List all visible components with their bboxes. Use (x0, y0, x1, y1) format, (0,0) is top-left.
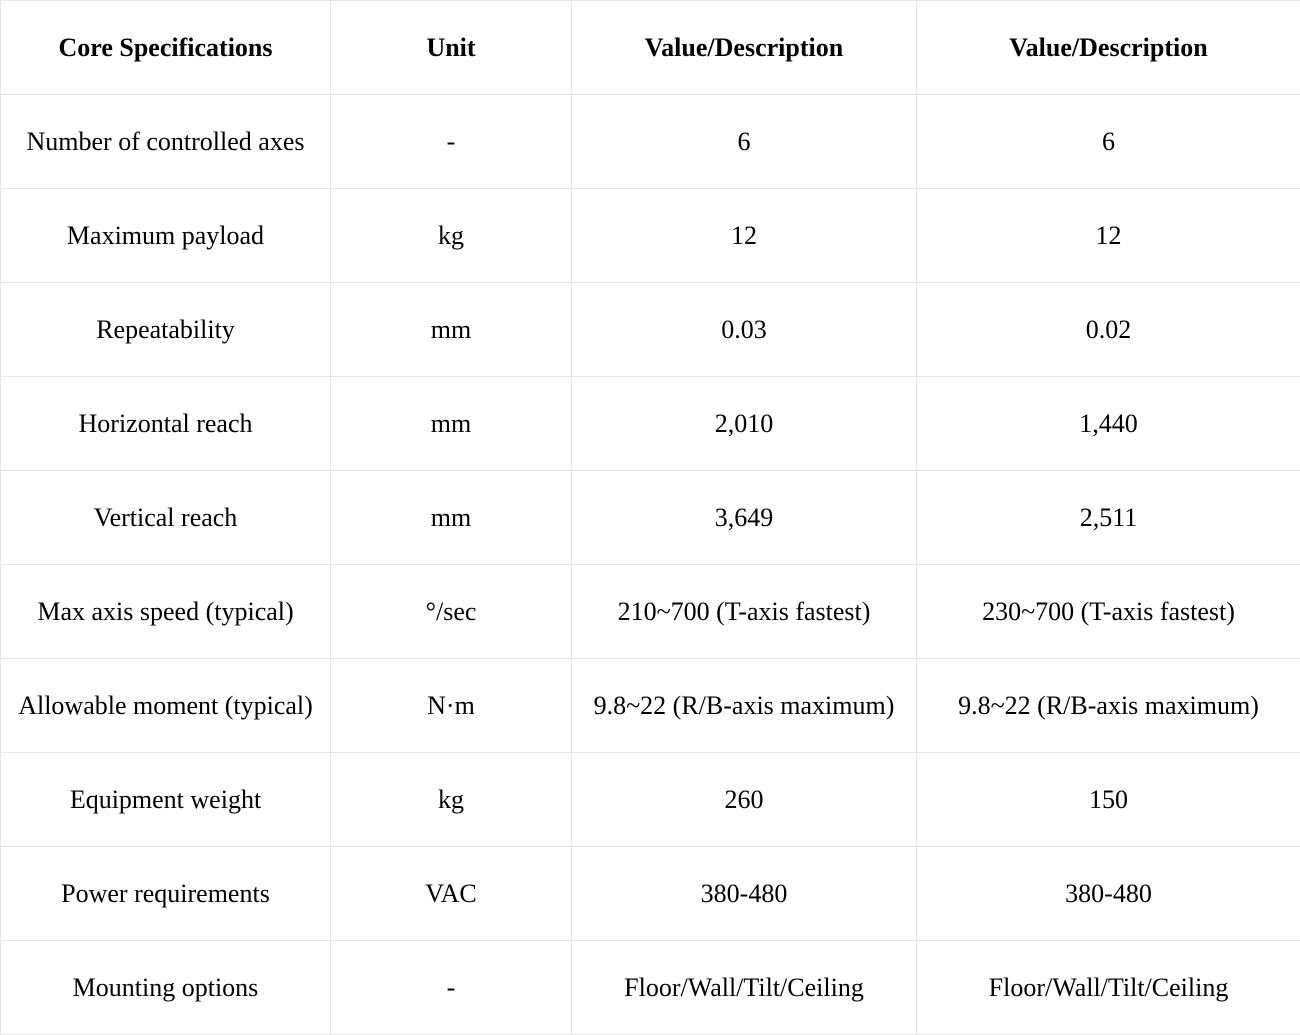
table-cell: 150 (916, 752, 1300, 847)
table-cell: - (330, 940, 572, 1035)
table-cell: 380-480 (571, 846, 917, 941)
table-row: Maximum payload kg 12 12 (0, 188, 1300, 283)
table-cell: 230~700 (T-axis fastest) (916, 564, 1300, 659)
header-row: Core Specifications Unit Value/Description… (0, 0, 1300, 95)
table-row: Vertical reach mm 3,649 2,511 (0, 470, 1300, 565)
table-cell: 9.8~22 (R/B-axis maximum) (916, 658, 1300, 753)
table-row: Mounting options - Floor/Wall/Tilt/Ceiling… (0, 940, 1300, 1035)
table-cell: Equipment weight (0, 752, 331, 847)
table-cell: kg (330, 752, 572, 847)
table-row: Repeatability mm 0.03 0.02 (0, 282, 1300, 377)
table-cell: Max axis speed (typical) (0, 564, 331, 659)
table-cell: 0.03 (571, 282, 917, 377)
table-cell: Repeatability (0, 282, 331, 377)
header-cell: Value/Description (916, 0, 1300, 95)
table-cell: Number of controlled axes (0, 94, 331, 189)
table-cell: mm (330, 470, 572, 565)
table-header: Core Specifications Unit Value/Description… (0, 0, 1300, 95)
table-cell: Horizontal reach (0, 376, 331, 471)
table-cell: 9.8~22 (R/B-axis maximum) (571, 658, 917, 753)
table-cell: 1,440 (916, 376, 1300, 471)
table-cell: mm (330, 376, 572, 471)
table-cell: 6 (916, 94, 1300, 189)
header-cell: Value/Description (571, 0, 917, 95)
table-cell: 260 (571, 752, 917, 847)
table-cell: Maximum payload (0, 188, 331, 283)
table-cell: N·m (330, 658, 572, 753)
header-cell: Unit (330, 0, 572, 95)
table-cell: Mounting options (0, 940, 331, 1035)
table-cell: 12 (916, 188, 1300, 283)
table-cell: 380-480 (916, 846, 1300, 941)
table-cell: 2,511 (916, 470, 1300, 565)
table-row: Allowable moment (typical) N·m 9.8~22 (R/B… (0, 658, 1300, 753)
table-cell: kg (330, 188, 572, 283)
table-row: Horizontal reach mm 2,010 1,440 (0, 376, 1300, 471)
table-cell: 6 (571, 94, 917, 189)
table-cell: Power requirements (0, 846, 331, 941)
table-cell: Floor/Wall/Tilt/Ceiling (916, 940, 1300, 1035)
table-cell: mm (330, 282, 572, 377)
table-cell: 3,649 (571, 470, 917, 565)
table-cell: 210~700 (T-axis fastest) (571, 564, 917, 659)
table-body: Number of controlled axes -6 6 Maximum payl… (0, 94, 1300, 1035)
table-row: Max axis speed (typical) °/sec 210~700 (T-… (0, 564, 1300, 659)
table-cell: Floor/Wall/Tilt/Ceiling (571, 940, 917, 1035)
table-cell: °/sec (330, 564, 572, 659)
table-cell: 0.02 (916, 282, 1300, 377)
table-cell: - (330, 94, 572, 189)
header-cell: Core Specifications (0, 0, 331, 95)
table-cell: VAC (330, 846, 572, 941)
table-cell: 12 (571, 188, 917, 283)
table-cell: Vertical reach (0, 470, 331, 565)
table-cell: 2,010 (571, 376, 917, 471)
table-row: Equipment weight kg 260 150 (0, 752, 1300, 847)
table-row: Number of controlled axes -6 6 (0, 94, 1300, 189)
table-row: Power requirements VAC 380-480 380-480 (0, 846, 1300, 941)
table-cell: Allowable moment (typical) (0, 658, 331, 753)
